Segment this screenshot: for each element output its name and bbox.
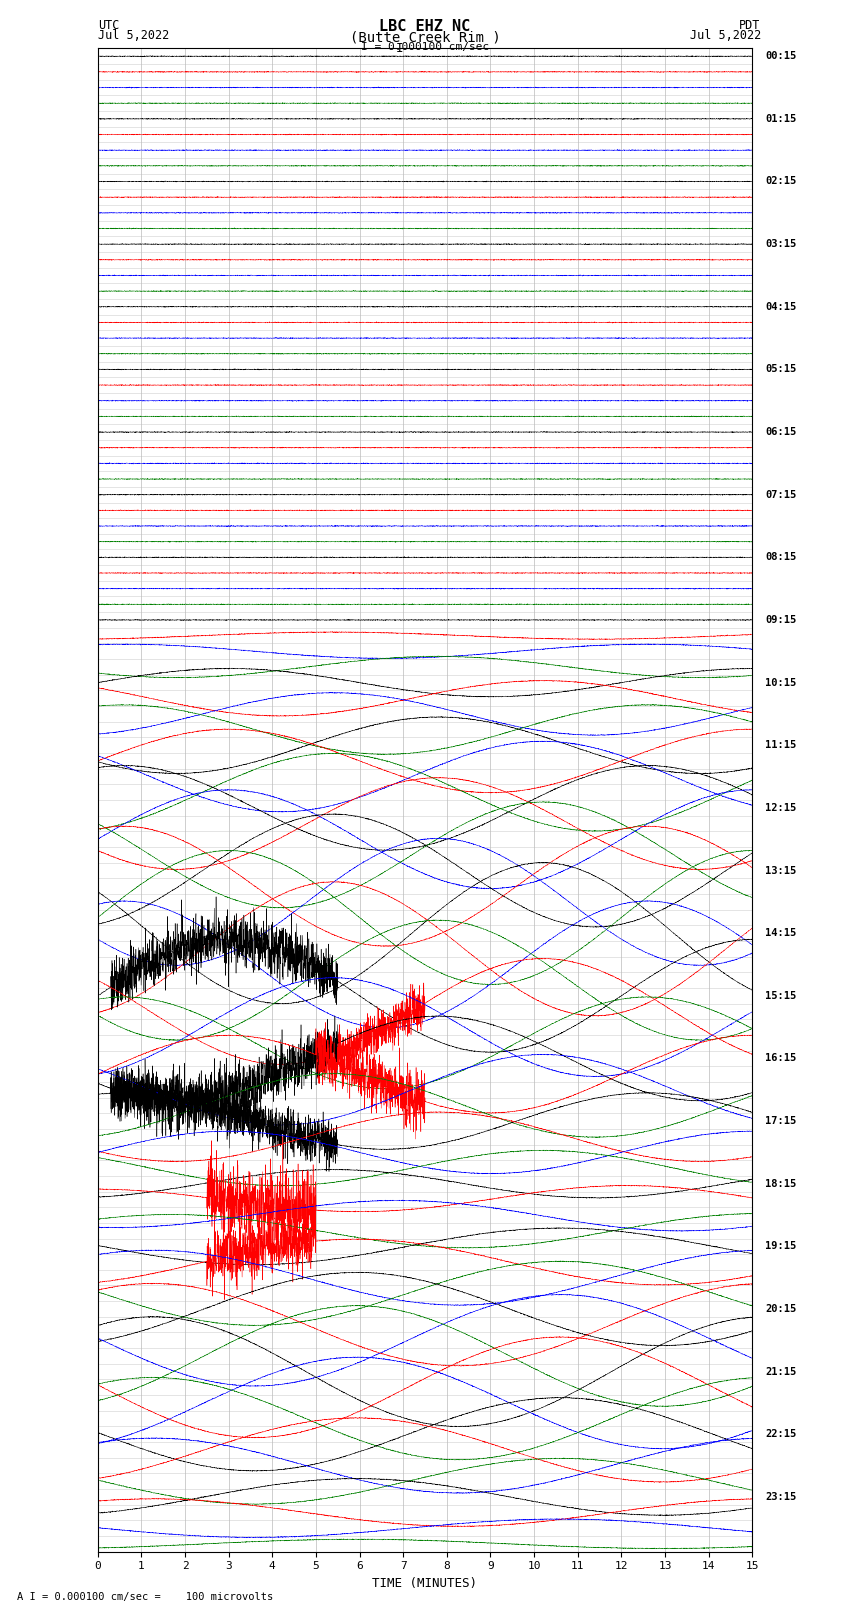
Text: PDT: PDT — [740, 19, 761, 32]
Text: I: I — [396, 42, 403, 55]
X-axis label: TIME (MINUTES): TIME (MINUTES) — [372, 1578, 478, 1590]
Text: 22:15: 22:15 — [765, 1429, 796, 1439]
Text: 20:15: 20:15 — [765, 1303, 796, 1315]
Text: Jul 5,2022: Jul 5,2022 — [689, 29, 761, 42]
Text: 05:15: 05:15 — [765, 365, 796, 374]
Text: 02:15: 02:15 — [765, 176, 796, 187]
Text: LBC EHZ NC: LBC EHZ NC — [379, 19, 471, 34]
Text: 06:15: 06:15 — [765, 427, 796, 437]
Text: 03:15: 03:15 — [765, 239, 796, 248]
Text: 19:15: 19:15 — [765, 1242, 796, 1252]
Text: 18:15: 18:15 — [765, 1179, 796, 1189]
Text: 07:15: 07:15 — [765, 490, 796, 500]
Text: 23:15: 23:15 — [765, 1492, 796, 1502]
Text: 01:15: 01:15 — [765, 115, 796, 124]
Text: 16:15: 16:15 — [765, 1053, 796, 1063]
Text: 04:15: 04:15 — [765, 302, 796, 311]
Text: A I = 0.000100 cm/sec =    100 microvolts: A I = 0.000100 cm/sec = 100 microvolts — [17, 1592, 273, 1602]
Text: (Butte Creek Rim ): (Butte Creek Rim ) — [349, 31, 501, 45]
Text: 13:15: 13:15 — [765, 866, 796, 876]
Text: UTC: UTC — [98, 19, 119, 32]
Text: Jul 5,2022: Jul 5,2022 — [98, 29, 169, 42]
Text: 11:15: 11:15 — [765, 740, 796, 750]
Text: 00:15: 00:15 — [765, 52, 796, 61]
Text: 09:15: 09:15 — [765, 615, 796, 624]
Text: 12:15: 12:15 — [765, 803, 796, 813]
Text: 17:15: 17:15 — [765, 1116, 796, 1126]
Text: I = 0.000100 cm/sec: I = 0.000100 cm/sec — [361, 42, 489, 52]
Text: 10:15: 10:15 — [765, 677, 796, 687]
Text: 08:15: 08:15 — [765, 552, 796, 563]
Text: 14:15: 14:15 — [765, 927, 796, 939]
Text: 21:15: 21:15 — [765, 1366, 796, 1376]
Text: 15:15: 15:15 — [765, 990, 796, 1000]
